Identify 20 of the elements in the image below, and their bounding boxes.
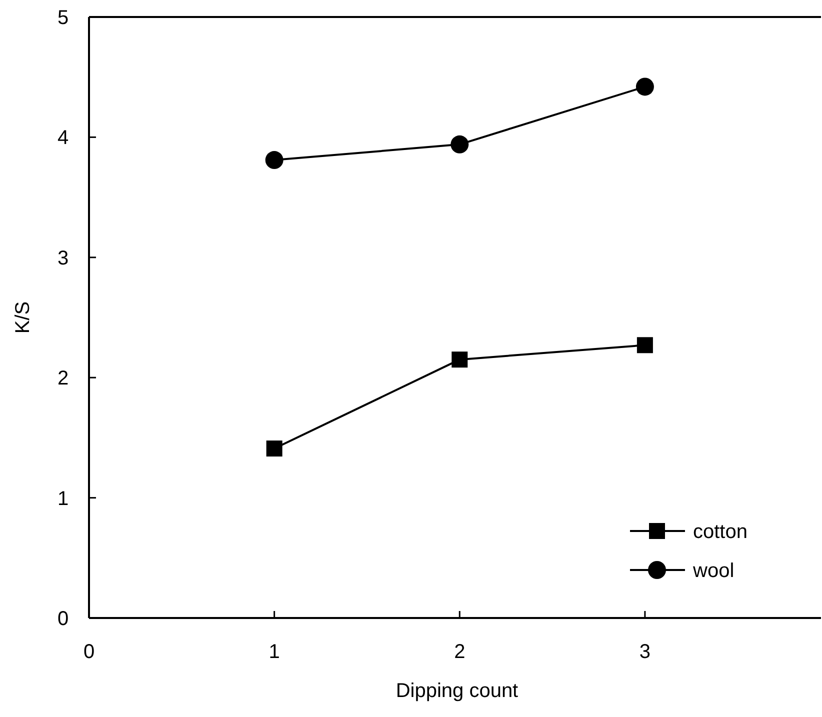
x-tick-label: 1 [268,641,280,663]
point [266,440,282,457]
point [636,78,654,96]
point [450,135,469,154]
x-tick-label: 3 [639,641,651,663]
x-tick-label: 2 [454,641,466,663]
point [265,151,284,170]
legend-label: wool [692,560,734,582]
y-axis-title: K/S [12,301,34,334]
y-tick-label: 2 [57,368,69,390]
y-tick-label: 1 [57,488,69,510]
legend-label: cotton [693,521,748,543]
x-tick-label: 0 [83,641,95,663]
point [636,337,653,354]
y-tick-label: 3 [57,247,69,270]
y-tick-label: 4 [57,127,69,150]
point [452,352,468,368]
x-axis-title: Dipping count [396,680,519,702]
y-tick-label: 5 [57,7,69,29]
y-tick-label: 0 [57,608,69,630]
